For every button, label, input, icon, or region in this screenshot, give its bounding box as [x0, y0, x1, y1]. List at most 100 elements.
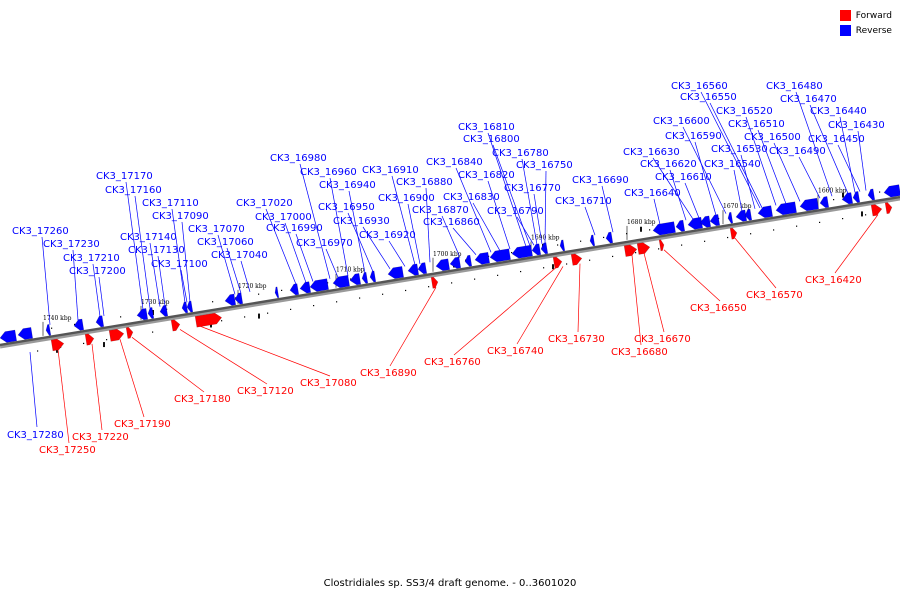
forward-gene-label[interactable]: CK3_17080: [300, 378, 357, 389]
reverse-gene-arrow[interactable]: [589, 234, 596, 247]
reverse-gene-label[interactable]: CK3_17210: [63, 253, 120, 264]
reverse-gene-arrow[interactable]: [0, 329, 17, 343]
reverse-gene-label[interactable]: CK3_16960: [300, 167, 357, 178]
forward-gene-arrow[interactable]: [636, 242, 651, 255]
reverse-gene-label[interactable]: CK3_17000: [255, 212, 312, 223]
reverse-gene-label[interactable]: CK3_16870: [412, 205, 469, 216]
reverse-gene-label[interactable]: CK3_16510: [728, 119, 785, 130]
reverse-gene-arrow[interactable]: [652, 221, 676, 236]
reverse-gene-arrow[interactable]: [299, 281, 312, 294]
reverse-gene-arrow[interactable]: [735, 209, 748, 222]
reverse-gene-arrow[interactable]: [511, 244, 533, 259]
reverse-gene-arrow[interactable]: [757, 205, 773, 219]
forward-gene-label[interactable]: CK3_16650: [690, 303, 747, 314]
reverse-gene-arrow[interactable]: [744, 208, 753, 221]
reverse-gene-label[interactable]: CK3_17070: [188, 224, 245, 235]
reverse-gene-arrow[interactable]: [435, 258, 451, 272]
reverse-gene-arrow[interactable]: [867, 188, 876, 201]
reverse-gene-arrow[interactable]: [407, 263, 420, 276]
reverse-gene-arrow[interactable]: [605, 231, 614, 244]
forward-gene-label[interactable]: CK3_16740: [487, 346, 544, 357]
forward-gene-label[interactable]: CK3_16670: [634, 334, 691, 345]
reverse-gene-label[interactable]: CK3_17090: [152, 211, 209, 222]
reverse-gene-label[interactable]: CK3_17110: [142, 198, 199, 209]
reverse-gene-label[interactable]: CK3_16470: [780, 94, 837, 105]
reverse-gene-label[interactable]: CK3_16500: [744, 132, 801, 143]
reverse-gene-label[interactable]: CK3_16990: [266, 223, 323, 234]
forward-gene-label[interactable]: CK3_16570: [746, 290, 803, 301]
reverse-gene-arrow[interactable]: [464, 254, 473, 267]
reverse-gene-arrow[interactable]: [387, 266, 404, 279]
reverse-gene-label[interactable]: CK3_17160: [105, 185, 162, 196]
reverse-gene-label[interactable]: CK3_16490: [769, 146, 826, 157]
reverse-gene-arrow[interactable]: [136, 308, 149, 321]
reverse-gene-arrow[interactable]: [274, 286, 280, 299]
reverse-gene-label[interactable]: CK3_17060: [197, 237, 254, 248]
reverse-gene-label[interactable]: CK3_16550: [680, 92, 737, 103]
forward-gene-arrow[interactable]: [430, 276, 439, 289]
reverse-gene-arrow[interactable]: [883, 184, 900, 198]
reverse-gene-label[interactable]: CK3_17020: [236, 198, 293, 209]
reverse-gene-label[interactable]: CK3_16600: [653, 116, 710, 127]
forward-gene-label[interactable]: CK3_16730: [548, 334, 605, 345]
reverse-gene-label[interactable]: CK3_16430: [828, 120, 885, 131]
forward-gene-arrow[interactable]: [170, 319, 181, 332]
forward-gene-label[interactable]: CK3_17190: [114, 419, 171, 430]
forward-gene-arrow[interactable]: [50, 338, 65, 352]
reverse-gene-label[interactable]: CK3_16950: [318, 202, 375, 213]
reverse-gene-arrow[interactable]: [369, 270, 377, 283]
forward-gene-label[interactable]: CK3_17220: [72, 432, 129, 443]
forward-gene-arrow[interactable]: [658, 239, 665, 252]
reverse-gene-arrow[interactable]: [540, 242, 549, 255]
reverse-gene-arrow[interactable]: [309, 278, 329, 293]
reverse-gene-arrow[interactable]: [531, 243, 542, 256]
reverse-gene-arrow[interactable]: [819, 196, 830, 209]
reverse-gene-label[interactable]: CK3_17140: [120, 232, 177, 243]
reverse-gene-label[interactable]: CK3_16750: [516, 160, 573, 171]
reverse-gene-arrow[interactable]: [73, 318, 85, 331]
reverse-gene-label[interactable]: CK3_17170: [96, 171, 153, 182]
reverse-gene-label[interactable]: CK3_16930: [333, 216, 390, 227]
reverse-gene-label[interactable]: CK3_16810: [458, 122, 515, 133]
reverse-gene-label[interactable]: CK3_16450: [808, 134, 865, 145]
reverse-gene-label[interactable]: CK3_16530: [711, 144, 768, 155]
forward-gene-label[interactable]: CK3_16680: [611, 347, 668, 358]
reverse-gene-arrow[interactable]: [17, 327, 33, 340]
forward-gene-arrow[interactable]: [108, 328, 125, 342]
reverse-gene-arrow[interactable]: [775, 201, 797, 216]
forward-gene-label[interactable]: CK3_17120: [237, 386, 294, 397]
reverse-gene-arrow[interactable]: [709, 214, 721, 227]
forward-gene-arrow[interactable]: [729, 227, 738, 240]
reverse-gene-label[interactable]: CK3_16620: [640, 159, 697, 170]
reverse-gene-label[interactable]: CK3_16800: [463, 134, 520, 145]
reverse-gene-arrow[interactable]: [147, 307, 155, 319]
reverse-gene-label[interactable]: CK3_16790: [487, 206, 544, 217]
reverse-gene-arrow[interactable]: [234, 292, 244, 305]
reverse-gene-arrow[interactable]: [349, 273, 362, 286]
reverse-gene-arrow[interactable]: [95, 315, 105, 328]
reverse-gene-arrow[interactable]: [159, 304, 169, 317]
forward-gene-label[interactable]: CK3_17250: [39, 445, 96, 456]
forward-gene-arrow[interactable]: [870, 204, 883, 217]
reverse-gene-label[interactable]: CK3_17100: [151, 259, 208, 270]
reverse-gene-label[interactable]: CK3_16900: [378, 193, 435, 204]
reverse-gene-label[interactable]: CK3_16920: [359, 230, 416, 241]
forward-gene-arrow[interactable]: [194, 312, 223, 328]
reverse-gene-label[interactable]: CK3_17260: [12, 226, 69, 237]
forward-gene-arrow[interactable]: [84, 333, 95, 346]
reverse-gene-label[interactable]: CK3_16640: [624, 188, 681, 199]
reverse-gene-label[interactable]: CK3_16710: [555, 196, 612, 207]
forward-gene-arrow[interactable]: [125, 327, 134, 339]
reverse-gene-label[interactable]: CK3_16910: [362, 165, 419, 176]
reverse-gene-arrow[interactable]: [45, 324, 52, 336]
reverse-gene-arrow[interactable]: [799, 197, 819, 212]
reverse-gene-arrow[interactable]: [687, 216, 703, 230]
reverse-gene-label[interactable]: CK3_16540: [704, 159, 761, 170]
reverse-gene-arrow[interactable]: [332, 274, 350, 288]
reverse-gene-label[interactable]: CK3_16560: [671, 81, 728, 92]
reverse-gene-label[interactable]: CK3_16440: [810, 106, 867, 117]
reverse-gene-label[interactable]: CK3_16780: [492, 148, 549, 159]
reverse-gene-arrow[interactable]: [852, 191, 861, 203]
reverse-gene-label[interactable]: CK3_16520: [716, 106, 773, 117]
reverse-gene-label[interactable]: CK3_16860: [423, 217, 480, 228]
